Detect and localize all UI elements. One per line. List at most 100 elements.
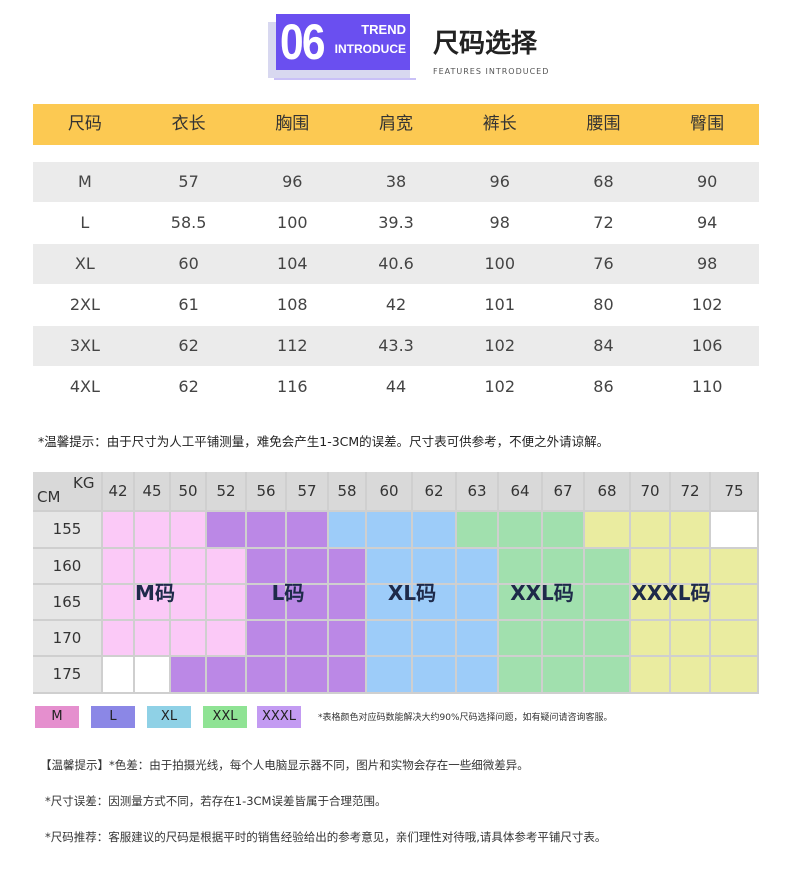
grid-cell-l [329,657,365,692]
kg-header-cell: 63 [457,472,497,510]
grid-cell-xxl [499,657,541,692]
kg-header-cell: 72 [671,472,709,510]
grid-cell-m [135,585,169,619]
grid-cell-l [287,621,327,655]
grid-cell-m [171,585,205,619]
grid-cell-xl [367,621,411,655]
grid-cell-l [329,621,365,655]
table-row: XL 60 104 40.6 100 76 98 [33,244,759,284]
note-color-difference: 【温馨提示】*色差：由于拍摄光线，每个人电脑显示器不同，图片和实物会存在一些细微… [40,758,529,772]
grid-cell-l [247,512,285,547]
table-cell: 112 [277,336,308,355]
zone-label: XXXL码 [631,581,711,605]
grid-cell-l [247,657,285,692]
zone-label: M码 [135,581,175,605]
table-row: 3XL 62 112 43.3 102 84 106 [33,326,759,366]
table-cell: 68 [593,172,614,191]
table-cell: 43.3 [378,336,414,355]
table-cell: 102 [484,377,515,396]
kg-header-cell: 52 [207,472,245,510]
table-cell: 98 [489,213,510,232]
legend-xl: XL [147,706,191,728]
kg-header-cell: 68 [585,472,629,510]
table-cell: 94 [696,213,718,232]
kg-header-cell: 67 [543,472,583,510]
table-row: M 57 96 38 96 68 90 [33,162,759,202]
grid-cell-m [103,549,133,583]
grid-cell-xxxl [711,585,757,619]
table-cell: 102 [484,336,515,355]
grid-cell-xxl [543,657,583,692]
grid-cell-m [171,549,205,583]
grid-cell-m [207,621,245,655]
badge-text-trend: TREND [361,22,406,37]
table-cell: 62 [178,377,199,396]
column-header: 衣长 [171,114,206,134]
table-cell: 3XL [69,336,100,355]
grid-cell-l [287,657,327,692]
legend-m: M [35,706,79,728]
table-row: 4XL 62 116 44 102 86 110 [33,367,759,407]
column-header: 裤长 [482,114,517,134]
grid-cell-m [103,512,133,547]
grid-cell-xxl [543,512,583,547]
table-cell: 100 [277,213,308,232]
kg-header-cell: 70 [631,472,669,510]
grid-cell-xxxl [631,657,669,692]
table-cell: 38 [385,172,407,191]
legend-xxl: XXL [203,706,247,728]
grid-cell-none [135,657,169,692]
column-header: 尺码 [67,114,102,134]
grid-cell-xxxl [671,549,709,583]
column-header: 胸围 [275,114,310,134]
grid-cell-l [207,512,245,547]
grid-cell-l [207,657,245,692]
grid-cell-xxl [499,621,541,655]
table-cell: 39.3 [378,213,414,232]
grid-cell-l [287,585,327,619]
grid-cell-xl [457,621,497,655]
corner-kg-label: KG [73,474,95,492]
grid-cell-xxl [585,657,629,692]
grid-cell-xxxl [631,621,669,655]
cm-row-label: 165 [33,585,101,619]
size-table-header: 尺码 衣长 胸围 肩宽 裤长 腰围 臀围 [33,104,759,145]
table-cell: 44 [385,377,407,396]
grid-cell-m [135,549,169,583]
warm-tip: *温馨提示：由于尺寸为人工平铺测量，难免会产生1-3CM的误差。尺寸表可供参考，… [38,434,610,449]
table-cell: 57 [178,172,199,191]
grid-cell-m [207,549,245,583]
grid-cell-m [103,585,133,619]
table-cell: 42 [385,295,407,314]
grid-cell-xxl [585,585,629,619]
grid-cell-xxxl [631,585,669,619]
grid-cell-l [247,585,285,619]
table-cell: 106 [691,336,723,355]
kg-header-cell: 58 [329,472,365,510]
table-cell: 2XL [69,295,100,314]
column-header: 臀围 [690,114,725,134]
kg-header-cell: 42 [103,472,133,510]
table-cell: 101 [484,295,515,314]
grid-cell-xl [457,657,497,692]
table-cell: 86 [593,377,614,396]
section-badge [276,14,410,70]
table-cell: 4XL [69,377,100,396]
grid-cell-l [329,585,365,619]
grid-cell-xl [329,512,365,547]
grid-cell-xl [367,657,411,692]
zone-label: L码 [271,581,305,605]
badge-text-introduce: INTRODUCE [334,42,406,56]
cm-row-label: 155 [33,512,101,547]
table-cell: 80 [593,295,614,314]
table-cell: 100 [484,254,515,273]
grid-cell-xxxl [631,512,669,547]
grid-cell-xl [413,585,455,619]
note-size-error: *尺寸误差：因测量方式不同，若存在1-3CM误差皆属于合理范围。 [45,794,387,808]
table-cell: 104 [277,254,308,273]
grid-cell-xl [367,549,411,583]
grid-cell-xxxl [671,585,709,619]
table-row: 2XL 61 108 42 101 80 102 [33,285,759,325]
zone-label: XL码 [387,581,437,605]
table-cell: L [80,213,90,232]
